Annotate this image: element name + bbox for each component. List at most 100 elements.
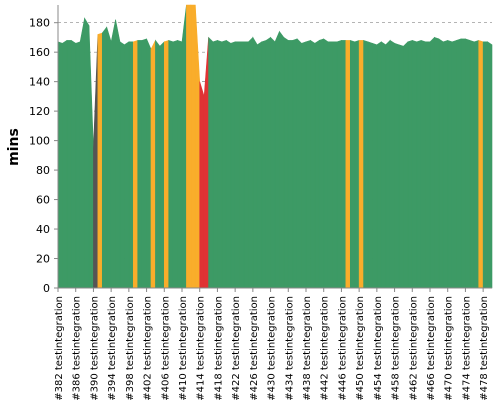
area-segment-success [141,38,147,289]
area-segment-success [323,38,329,289]
x-tick-label: #430 testintegration [267,296,278,400]
area-segment-success [292,38,298,289]
area-segment-success [172,39,178,289]
area-segment-success [487,41,493,289]
area-segment-success [119,41,125,289]
y-tick-label: 100 [29,135,50,148]
area-segment-success [128,41,134,289]
y-tick-label: 120 [29,105,50,118]
x-tick-label: #438 testintegration [302,296,313,400]
area-segment-success [106,27,112,289]
area-segment-success [398,44,404,289]
y-axis-title: mins [6,128,22,166]
area-segment-success [460,38,466,289]
area-segment-unstable [478,39,484,289]
x-tick-label: #434 testintegration [284,296,295,400]
area-segment-success [159,41,165,289]
x-tick-label: #394 testintegration [107,296,118,400]
y-tick-label: 80 [36,164,50,177]
area-segment-success [274,31,280,289]
area-segment-unstable [345,40,351,289]
x-tick-label: #426 testintegration [249,296,260,400]
x-ticks: #382 testintegration #386 testintegration… [54,288,490,400]
area-segment-success [230,41,236,289]
x-tick-label: #410 testintegration [178,296,189,400]
area-segment-success [380,41,387,289]
area-segment-success [70,39,77,289]
x-tick-label: #418 testintegration [213,296,224,400]
area-segment-success [438,38,444,289]
area-segment-unstable [186,4,192,289]
area-segment-success [168,39,174,289]
x-tick-label: #446 testintegration [337,296,348,400]
area-segment-unstable [150,40,156,289]
area-segment-unstable [190,4,196,289]
x-tick-label: #454 testintegration [373,296,384,400]
x-tick-label: #422 testintegration [231,296,242,400]
area-segment-success [416,39,422,289]
area-segment-success [482,41,488,289]
area-segment-success [287,40,294,289]
area-segment-success [473,39,480,289]
area-segment-success [217,39,223,289]
area-segment-success [155,39,161,289]
area-segment-success [389,39,395,289]
y-tick-label: 40 [36,223,50,236]
area-segment-success [252,36,258,289]
area-segment-success [270,36,276,289]
area-segment-success [318,38,325,289]
area-segment-success [420,39,426,289]
area-series [57,4,493,289]
area-segment-success [310,39,316,289]
area-segment-success [354,39,360,289]
area-segment-success [465,38,471,289]
area-segment-success [349,39,356,289]
area-segment-success [208,36,214,289]
area-segment-success [332,41,338,289]
area-segment-unstable [97,32,103,289]
area-segment-success [221,39,227,289]
area-segment-unstable [163,39,170,289]
area-segment-success [469,39,475,289]
area-segment-success [261,39,267,289]
area-segment-success [394,42,400,289]
area-segment-success [336,39,342,289]
area-segment-success [301,41,307,289]
area-segment-success [283,36,289,289]
area-segment-success [341,40,347,289]
y-tick-label: 0 [43,282,50,295]
area-segment-success [376,41,382,289]
area-segment-success [79,18,85,289]
area-segment-success [75,41,81,289]
area-segment-success [101,26,108,289]
area-segment-success [110,19,116,289]
area-segment-success [305,39,311,289]
area-segment-success [429,36,435,289]
area-segment-success [385,39,391,289]
area-segment-success [407,39,413,289]
area-segment-success [456,38,462,289]
area-segment-success [115,19,121,289]
x-tick-label: #442 testintegration [320,296,331,400]
area-segment-failure [203,37,209,289]
area-segment-unstable [358,40,364,289]
area-segment-success [234,41,240,289]
x-tick-label: #414 testintegration [196,296,207,400]
area-segment-success [248,36,254,289]
x-tick-label: #462 testintegration [408,296,419,400]
area-segment-success [279,30,285,289]
x-tick-label: #386 testintegration [72,296,83,400]
y-tick-label: 140 [29,76,50,89]
area-segment-success [372,42,378,289]
x-tick-label: #390 testintegration [89,296,100,400]
area-segment-success [367,41,373,289]
area-segment-success [57,41,63,289]
x-tick-label: #406 testintegration [160,296,171,400]
area-segment-success [403,41,409,289]
x-tick-label: #402 testintegration [143,296,154,400]
area-segment-success [256,41,263,289]
area-segment-success [181,4,187,289]
x-tick-label: #466 testintegration [426,296,437,400]
y-tick-label: 20 [36,253,50,266]
